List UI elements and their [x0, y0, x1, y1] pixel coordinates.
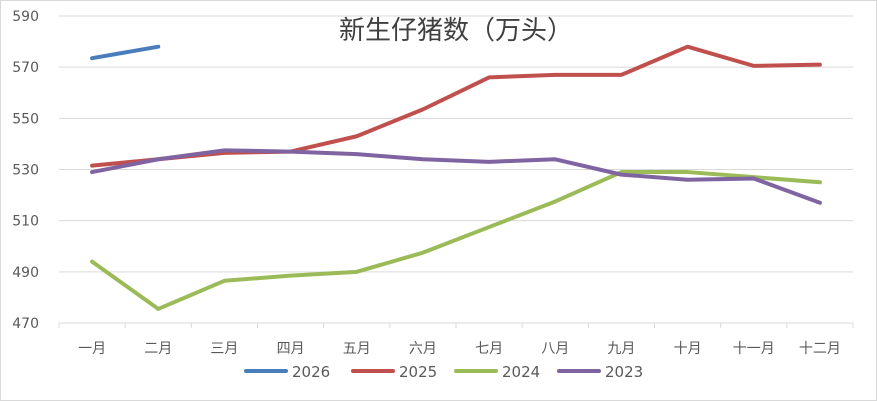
x-tick-label: 四月	[277, 341, 305, 357]
series-line-2023	[90, 148, 822, 205]
x-tick-label: 十月	[674, 341, 702, 357]
legend-label-2023: 2023	[605, 363, 643, 381]
series-lines	[90, 44, 822, 311]
legend: 2026 2025 2024 2023	[244, 363, 643, 381]
x-tick-label: 三月	[210, 341, 238, 357]
x-tick-label: 九月	[607, 341, 635, 357]
y-tick-label: 490	[12, 265, 39, 281]
y-axis-ticks: 470 490 510 530 550 570 590	[12, 9, 39, 332]
x-tick-label: 十二月	[799, 341, 841, 357]
series-line-2024	[90, 170, 822, 311]
x-axis-ticks: 一月 二月 三月 四月 五月 六月 七月 八月 九月 十月 十一月 十二月	[78, 341, 841, 357]
x-tick-label: 八月	[541, 341, 569, 357]
legend-label-2026: 2026	[292, 363, 330, 381]
y-tick-label: 590	[12, 9, 39, 25]
chart-title: 新生仔猪数（万头）	[339, 16, 573, 46]
y-tick-label: 530	[12, 163, 39, 179]
x-tick-label: 七月	[475, 341, 503, 357]
x-tick-label: 一月	[78, 341, 106, 357]
series-line-2026	[90, 44, 161, 61]
legend-label-2025: 2025	[399, 363, 437, 381]
y-tick-label: 470	[12, 316, 39, 332]
x-tick-label: 二月	[144, 341, 172, 357]
grid-lines	[59, 15, 853, 324]
y-tick-label: 570	[12, 60, 39, 76]
x-tick-label: 六月	[409, 341, 437, 357]
series-line-2025	[90, 44, 822, 168]
x-axis	[58, 322, 854, 328]
x-tick-label: 十一月	[733, 341, 775, 357]
y-tick-label: 550	[12, 111, 39, 127]
legend-label-2024: 2024	[502, 363, 540, 381]
y-tick-label: 510	[12, 214, 39, 230]
x-tick-label: 五月	[343, 341, 371, 357]
